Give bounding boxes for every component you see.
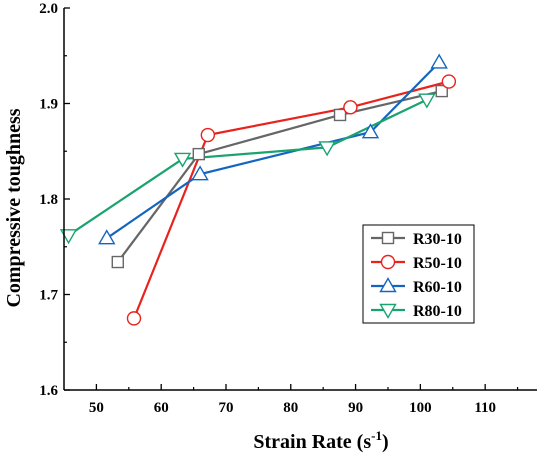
data-point-r60-10 (98, 229, 116, 245)
x-axis-title-tail: ) (382, 431, 389, 453)
x-tick-label: 90 (348, 400, 363, 416)
x-axis-title-main: Strain Rate (s (253, 431, 371, 453)
legend-label-r80-10: R80-10 (413, 303, 462, 320)
data-point-r50-10 (200, 127, 216, 143)
plot-area (59, 53, 457, 326)
legend-label-r30-10: R30-10 (413, 231, 462, 248)
legend-label-r50-10: R50-10 (413, 255, 462, 272)
data-point-r60-10 (361, 123, 380, 139)
legend-label-r60-10: R60-10 (413, 279, 462, 296)
data-point-r30-10 (111, 255, 124, 269)
data-point-r80-10 (173, 152, 192, 168)
data-point-r60-10 (430, 53, 448, 69)
data-point-r80-10 (318, 141, 336, 157)
x-tick-label: 80 (283, 400, 298, 416)
legend-marker-r50-10 (380, 254, 396, 270)
x-axis-title: Strain Rate (s-1) (253, 428, 388, 453)
data-point-r80-10 (418, 93, 436, 109)
data-point-r30-10 (192, 147, 205, 161)
legend-marker-r60-10 (379, 277, 397, 293)
legend-marker-r80-10 (379, 303, 397, 319)
data-point-r50-10 (441, 74, 457, 89)
x-axis-title-sup: -1 (371, 428, 382, 443)
legend: R30-10 R50-10 R60-10 R80-10 (362, 224, 475, 324)
data-point-r50-10 (343, 100, 358, 115)
x-tick-label: 60 (154, 400, 169, 416)
y-tick-label: 2.0 (39, 1, 58, 17)
y-axis-title: Compressive toughness (3, 108, 25, 307)
x-tick-label: 110 (474, 400, 496, 416)
legend-marker-r30-10 (381, 231, 395, 245)
y-tick-label: 1.8 (39, 192, 58, 208)
series-line-r60-10 (106, 61, 440, 240)
data-point-r30-10 (435, 84, 448, 98)
data-point-r30-10 (333, 108, 347, 122)
x-tick-label: 50 (89, 400, 104, 416)
y-tick-label: 1.7 (39, 288, 58, 304)
x-tick-label: 70 (218, 400, 233, 416)
y-tick-label: 1.6 (39, 383, 58, 399)
y-tick-label: 1.9 (39, 97, 58, 113)
series-line-r30-10 (116, 90, 443, 263)
data-point-r80-10 (59, 229, 78, 245)
data-point-r60-10 (191, 165, 209, 181)
series-line-r50-10 (132, 80, 450, 319)
series-line-r80-10 (67, 98, 428, 237)
x-tick-label: 100 (409, 400, 432, 416)
data-point-r50-10 (126, 311, 142, 326)
axes: 50 60 70 80 90 100 110 1.6 1.7 1.8 1.9 2.0 (39, 1, 537, 416)
